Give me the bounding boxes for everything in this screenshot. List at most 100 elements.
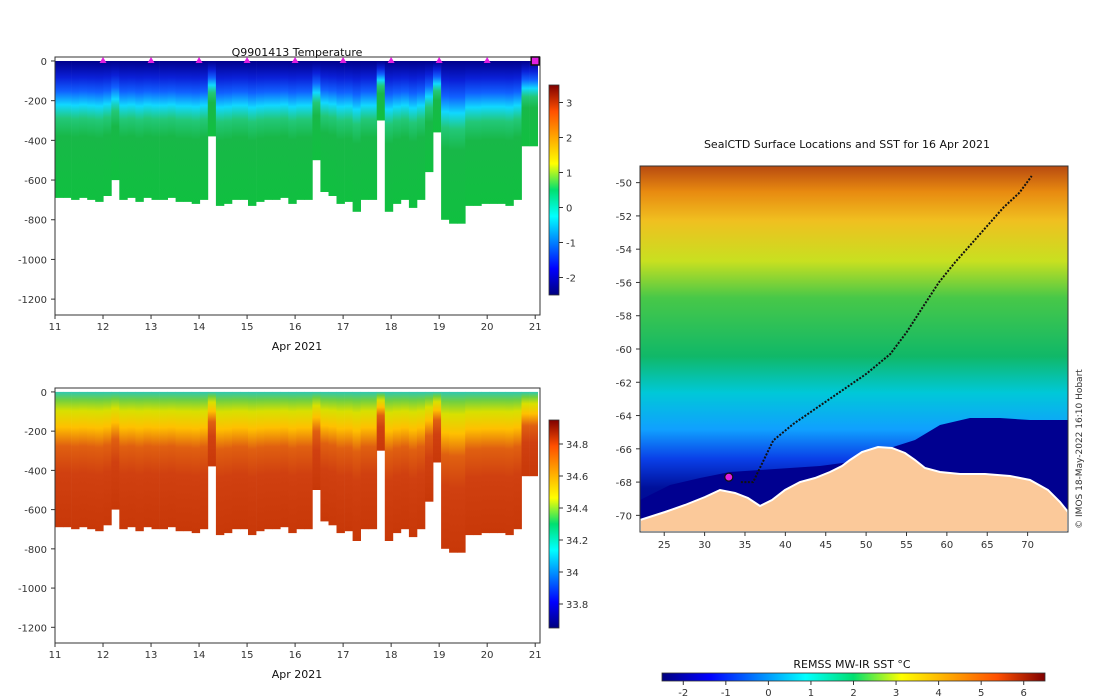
salinity-y-ticks: 0 -200 -400 -600 -800 -1000 -1200 <box>18 388 55 634</box>
profile-column <box>272 61 281 200</box>
seal-track <box>740 175 1033 484</box>
profile-column <box>392 61 402 204</box>
colorbar-tick-label: 34.4 <box>566 504 588 515</box>
profile-column <box>143 61 152 198</box>
profile-column <box>449 61 458 224</box>
x-tick-label: 13 <box>145 322 158 333</box>
x-tick-label: 20 <box>481 322 494 333</box>
profile-column <box>103 391 112 526</box>
profile-column <box>143 391 152 528</box>
profile-column <box>304 61 313 200</box>
lat-tick-label: -54 <box>616 245 632 256</box>
profile-column <box>529 61 538 147</box>
colorbar-tick-label: -1 <box>566 239 576 250</box>
lat-tick-label: -62 <box>616 378 632 389</box>
profile-column <box>199 391 209 530</box>
salinity-x-ticks: 11 12 13 14 15 16 17 18 19 20 21 <box>49 643 542 661</box>
salinity-colorbar-ticks: 34.8 34.6 34.4 34.2 34 33.8 <box>559 440 588 611</box>
lon-tick-label: 50 <box>860 540 873 551</box>
x-tick-label: 20 <box>481 650 494 661</box>
x-tick-label: 13 <box>145 650 158 661</box>
profile-column <box>280 61 289 198</box>
surfacing-marker <box>483 56 491 63</box>
profile-column <box>441 61 450 220</box>
profile-column <box>425 61 434 173</box>
profile-column <box>248 61 257 206</box>
profile-column <box>408 391 418 538</box>
profile-column <box>505 61 514 206</box>
profile-column <box>199 61 209 200</box>
profile-column <box>344 61 353 202</box>
x-tick-label: 21 <box>529 322 542 333</box>
lon-tick-label: 55 <box>900 540 913 551</box>
profile-column <box>433 391 442 463</box>
x-tick-label: 17 <box>337 650 350 661</box>
profile-column <box>352 61 361 212</box>
surfacing-marker <box>435 56 443 63</box>
profile-column <box>71 61 80 200</box>
surfacing-markers <box>99 56 540 66</box>
profile-column <box>127 61 136 198</box>
profile-column <box>457 391 466 553</box>
profile-column <box>159 61 168 200</box>
salinity-x-label: Apr 2021 <box>272 668 323 681</box>
profile-column <box>449 391 458 553</box>
profile-column <box>521 61 530 147</box>
profile-column <box>207 61 217 137</box>
profile-column <box>71 391 80 530</box>
map-latitude-ticks: -50 -52 -54 -56 -58 -60 -62 -64 -66 -68 -70 <box>616 179 640 522</box>
y-tick-label: -600 <box>24 506 47 517</box>
x-tick-label: 18 <box>385 322 398 333</box>
profile-column <box>336 391 345 534</box>
profile-column <box>320 61 329 192</box>
last-surface-position <box>724 472 734 482</box>
sst-colorbar-tick-label: 6 <box>1021 688 1027 699</box>
sst-colorbar-tick-label: -2 <box>678 688 688 699</box>
profile-column <box>384 61 394 212</box>
lat-tick-label: -70 <box>616 511 632 522</box>
x-tick-label: 15 <box>241 322 254 333</box>
profile-column <box>296 61 305 200</box>
lat-tick-label: -60 <box>616 345 632 356</box>
profile-column <box>304 391 313 530</box>
x-tick-label: 19 <box>433 322 446 333</box>
colorbar-tick-label: 0 <box>566 204 572 215</box>
y-tick-label: -200 <box>24 97 47 108</box>
profile-column <box>457 61 466 224</box>
surfacing-marker <box>387 56 395 63</box>
profile-column <box>215 391 225 536</box>
profile-column <box>489 391 498 534</box>
profile-column <box>95 391 104 532</box>
profile-column <box>529 391 538 477</box>
profile-column <box>55 391 64 528</box>
y-tick-label: -400 <box>24 466 47 477</box>
colorbar-tick-label: 34.6 <box>566 472 588 483</box>
y-tick-label: -400 <box>24 136 47 147</box>
temperature-colorbar-ticks: 3 2 1 0 -1 -2 <box>559 99 576 285</box>
sst-colorbar-ticks: -2 -1 0 1 2 3 4 5 6 <box>678 681 1027 699</box>
lat-tick-label: -56 <box>616 278 632 289</box>
x-tick-label: 16 <box>289 650 302 661</box>
y-tick-label: -1000 <box>18 255 47 266</box>
sst-colorbar-tick-label: -1 <box>721 688 731 699</box>
profile-column <box>288 391 297 534</box>
lon-tick-label: 45 <box>819 540 832 551</box>
antarctica-land <box>639 445 1069 533</box>
surfacing-marker <box>99 56 107 63</box>
profile-column <box>360 61 369 200</box>
profile-column <box>497 391 506 534</box>
lat-tick-label: -52 <box>616 212 632 223</box>
surfacing-marker <box>339 56 347 63</box>
colorbar-tick-label: -2 <box>566 274 576 285</box>
salinity-profiles <box>55 391 538 553</box>
profile-column <box>264 61 273 200</box>
profile-column <box>433 61 442 133</box>
lon-tick-label: 30 <box>698 540 711 551</box>
temperature-y-ticks: 0 -200 -400 -600 -800 -1000 -1200 <box>18 57 55 306</box>
profile-column <box>360 391 369 530</box>
profile-column <box>159 391 168 530</box>
profile-column <box>207 391 217 467</box>
profile-column <box>240 391 249 530</box>
profile-column <box>481 61 490 204</box>
salinity-section-panel: 0 -200 -400 -600 -800 -1000 -1200 11 12 13 14 15 16… <box>18 387 588 681</box>
